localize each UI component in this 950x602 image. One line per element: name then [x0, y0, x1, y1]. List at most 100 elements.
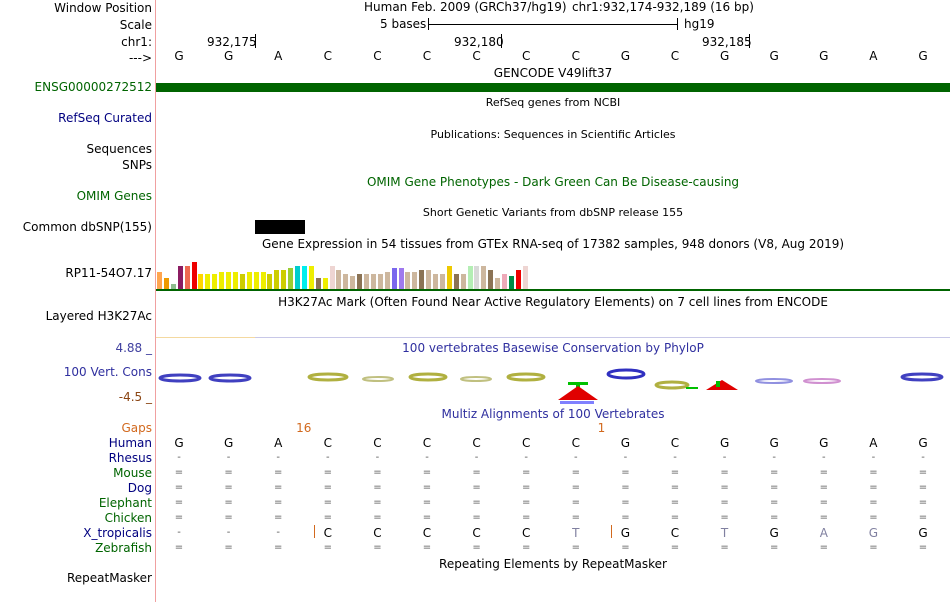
gtex-tissue-bar[interactable]: [163, 278, 169, 289]
species-label-zebrafish[interactable]: Zebrafish: [95, 541, 152, 555]
species-label-mouse[interactable]: Mouse: [113, 466, 152, 480]
gtex-tissue-bar[interactable]: [184, 266, 190, 289]
gtex-tissue-bar[interactable]: [288, 268, 294, 289]
gtex-track-label[interactable]: RP11-54O7.17: [65, 266, 152, 280]
gtex-tissue-bar[interactable]: [515, 270, 521, 289]
gtex-tissue-bar[interactable]: [481, 266, 487, 289]
sequence-base: A: [274, 49, 283, 63]
refseq-track-label[interactable]: RefSeq Curated: [58, 111, 152, 125]
gtex-tissue-bar[interactable]: [350, 276, 356, 289]
alignment-base: =: [273, 467, 283, 478]
logo-glyph: [408, 372, 448, 382]
gtex-tissue-bar[interactable]: [219, 272, 225, 289]
gtex-tissue-bar[interactable]: [357, 274, 363, 289]
window-coords[interactable]: chr1:932,174-932,189 (16 bp): [572, 0, 754, 14]
gtex-tissue-bar[interactable]: [274, 270, 280, 289]
gtex-tissue-bar[interactable]: [460, 274, 466, 289]
gtex-tissue-bar[interactable]: [364, 274, 369, 289]
logo-glyph: [506, 372, 546, 382]
sequence-base: C: [373, 49, 382, 63]
gtex-tissue-bar[interactable]: [232, 272, 238, 289]
gtex-tissue-bar[interactable]: [170, 284, 176, 289]
gencode-gene-bar[interactable]: [156, 83, 950, 92]
alignment-base: =: [869, 497, 878, 508]
gtex-tissue-bar[interactable]: [343, 274, 349, 289]
gtex-tissue-bar[interactable]: [267, 274, 273, 289]
snps-track-label[interactable]: SNPs: [122, 158, 152, 172]
gtex-tissue-bar[interactable]: [474, 266, 480, 289]
gtex-tissue-bar[interactable]: [412, 272, 418, 289]
alignment-base: A: [819, 526, 828, 540]
cons-logo-plot[interactable]: [156, 360, 950, 410]
gtex-tissue-bar[interactable]: [488, 270, 494, 289]
cons-track-label[interactable]: 100 Vert. Cons: [63, 365, 152, 379]
gtex-tissue-bar[interactable]: [439, 274, 445, 289]
gencode-track-label[interactable]: ENSG00000272512: [34, 80, 152, 94]
gtex-tissue-bar[interactable]: [384, 272, 390, 289]
sequence-base: G: [719, 49, 730, 63]
gtex-tissue-bar[interactable]: [377, 274, 383, 289]
omim-track-label[interactable]: OMIM Genes: [76, 189, 152, 203]
gtex-tissue-bar[interactable]: [239, 274, 245, 289]
gtex-tissue-bar[interactable]: [508, 276, 514, 289]
gtex-tissue-bar[interactable]: [301, 266, 307, 289]
logo-glyph: [362, 376, 394, 382]
gtex-tissue-bar[interactable]: [419, 270, 425, 289]
gtex-tissue-bar[interactable]: [336, 270, 342, 289]
gtex-tissue-bar[interactable]: [426, 270, 432, 289]
gtex-tissue-bar[interactable]: [370, 274, 376, 289]
sequences-track-label[interactable]: Sequences: [86, 142, 152, 156]
alignment-base: =: [323, 482, 332, 493]
gtex-tissue-bar[interactable]: [205, 274, 211, 289]
gtex-tissue-bar[interactable]: [329, 266, 335, 289]
gtex-tissue-bar[interactable]: [405, 272, 411, 289]
alignment-base: =: [819, 497, 828, 508]
species-label-rhesus[interactable]: Rhesus: [108, 451, 152, 465]
gtex-tissue-bar[interactable]: [446, 266, 452, 289]
gtex-tissue-bar[interactable]: [177, 266, 183, 289]
chr-label: chr1:: [121, 35, 152, 49]
alignment-base: -: [673, 452, 677, 463]
alignment-base: =: [769, 482, 779, 493]
gtex-tissue-bar[interactable]: [433, 274, 438, 289]
h3k27ac-track-label[interactable]: Layered H3K27Ac: [45, 309, 152, 323]
gtex-tissue-bar[interactable]: [212, 274, 218, 289]
repeatmasker-track-label[interactable]: RepeatMasker: [66, 571, 152, 585]
dbsnp-track-label[interactable]: Common dbSNP(155): [22, 220, 152, 234]
gtex-tissue-bar[interactable]: [281, 270, 287, 289]
species-label-chicken[interactable]: Chicken: [104, 511, 152, 525]
gtex-tissue-bar[interactable]: [453, 274, 459, 289]
species-label-elephant[interactable]: Elephant: [98, 496, 152, 510]
gtex-tissue-bar[interactable]: [391, 268, 397, 289]
gtex-tissue-bar[interactable]: [198, 274, 204, 289]
gtex-tissue-bar[interactable]: [157, 272, 162, 289]
sequence-base: A: [869, 49, 878, 63]
gtex-tissue-bar[interactable]: [502, 274, 507, 289]
gtex-tissue-bar[interactable]: [315, 278, 321, 289]
alignment-base: =: [373, 542, 382, 553]
gtex-tissue-bar[interactable]: [398, 268, 404, 289]
gtex-tissue-bar[interactable]: [308, 266, 314, 289]
gtex-tissue-bar[interactable]: [253, 272, 259, 289]
gtex-tissue-bar[interactable]: [495, 278, 501, 289]
gtex-tissue-bar[interactable]: [191, 262, 197, 289]
gtex-tissue-bar[interactable]: [295, 266, 300, 289]
gtex-tissue-bar[interactable]: [322, 278, 328, 289]
gtex-tissue-bar[interactable]: [260, 272, 266, 289]
alignment-base: =: [174, 467, 184, 478]
alignment-base: =: [323, 512, 332, 523]
gtex-tissue-bar[interactable]: [246, 272, 252, 289]
alignment-base: =: [720, 542, 729, 553]
alignment-base: =: [819, 482, 828, 493]
gtex-tissue-bar[interactable]: [467, 266, 473, 289]
sequence-base: G: [769, 49, 779, 63]
species-label-human[interactable]: Human: [108, 436, 152, 450]
species-label-dog[interactable]: Dog: [127, 481, 152, 495]
gtex-tissue-bar[interactable]: [522, 266, 528, 289]
alignment-base: =: [472, 482, 481, 493]
gtex-tissue-bar[interactable]: [226, 272, 231, 289]
snp-feature[interactable]: [255, 220, 305, 234]
species-label-x_tropicalis[interactable]: X_tropicalis: [83, 526, 152, 540]
alignment-base: =: [571, 512, 580, 523]
alignment-base: =: [571, 497, 580, 508]
